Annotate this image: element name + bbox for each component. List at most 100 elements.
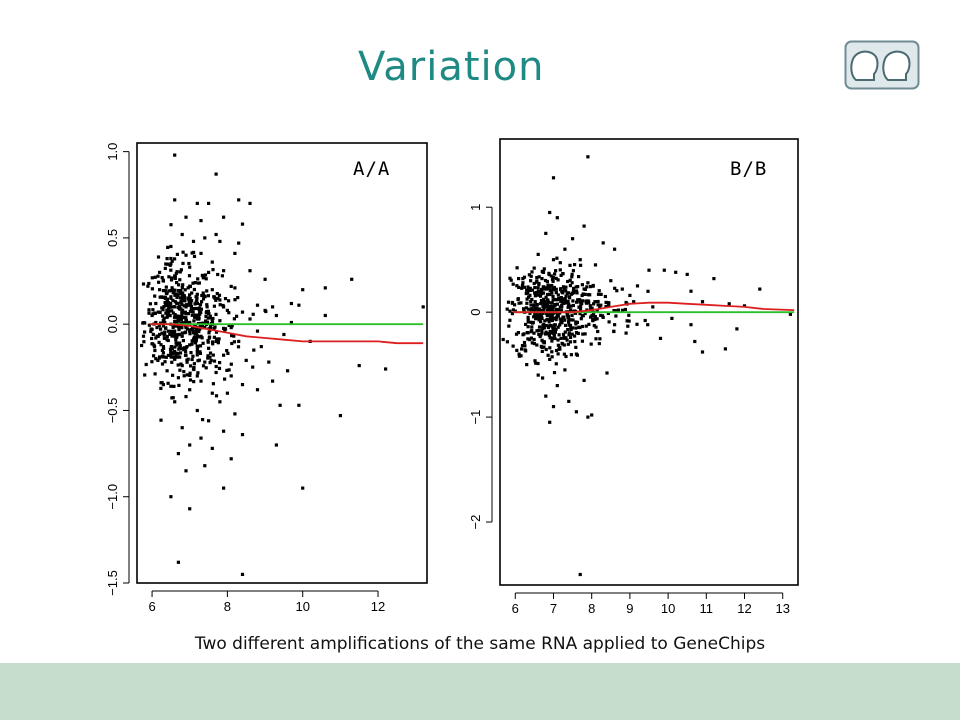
data-point xyxy=(201,341,205,345)
data-point xyxy=(556,307,560,312)
data-point xyxy=(558,261,562,265)
data-point xyxy=(646,289,650,293)
data-point xyxy=(173,345,177,349)
data-point xyxy=(529,336,533,340)
data-point xyxy=(165,262,170,266)
data-point xyxy=(574,285,578,289)
data-point xyxy=(519,301,523,305)
data-point xyxy=(208,316,212,320)
data-point xyxy=(301,288,305,292)
data-point xyxy=(596,303,600,307)
data-point xyxy=(230,334,234,338)
data-point xyxy=(593,317,597,322)
data-point xyxy=(596,292,601,296)
data-point xyxy=(154,336,158,340)
data-point xyxy=(544,295,548,299)
data-point xyxy=(567,296,572,300)
data-point xyxy=(582,378,586,382)
data-point xyxy=(613,323,617,327)
data-point xyxy=(229,326,233,330)
data-point xyxy=(604,300,608,304)
data-point xyxy=(197,358,201,362)
data-point xyxy=(620,287,624,291)
data-point xyxy=(203,273,208,277)
data-point xyxy=(187,329,192,333)
data-point xyxy=(525,297,529,301)
data-point xyxy=(520,344,525,348)
data-point xyxy=(165,334,169,338)
data-point xyxy=(230,324,234,328)
data-point xyxy=(581,299,585,303)
data-point xyxy=(532,281,536,286)
data-point xyxy=(169,223,173,227)
data-point xyxy=(178,344,182,348)
data-point xyxy=(532,337,536,342)
data-point xyxy=(558,317,562,321)
data-point xyxy=(184,469,188,473)
data-point xyxy=(569,318,573,322)
data-point xyxy=(174,341,178,345)
data-point xyxy=(527,295,531,299)
data-point xyxy=(586,415,590,419)
data-point xyxy=(583,332,587,336)
data-point xyxy=(591,283,595,288)
data-point xyxy=(194,331,199,335)
data-point xyxy=(566,342,570,346)
data-point xyxy=(541,287,545,291)
data-point xyxy=(227,311,231,315)
data-point xyxy=(554,362,558,366)
data-point xyxy=(544,330,548,334)
data-point xyxy=(255,303,260,307)
data-point xyxy=(521,281,525,285)
data-point xyxy=(543,319,547,323)
x-tick-label: 12 xyxy=(371,599,385,614)
data-point xyxy=(586,281,590,285)
data-point xyxy=(174,315,178,319)
data-point xyxy=(214,370,218,375)
data-point xyxy=(508,309,512,313)
data-point xyxy=(535,306,539,310)
data-point xyxy=(553,330,557,334)
data-point xyxy=(230,341,234,346)
data-point xyxy=(554,276,558,280)
data-point xyxy=(571,299,575,303)
data-point xyxy=(544,332,549,336)
data-point xyxy=(541,326,545,330)
data-point xyxy=(188,378,193,382)
data-point xyxy=(532,315,536,319)
data-point xyxy=(563,368,567,372)
data-point xyxy=(170,331,175,335)
data-point xyxy=(191,329,196,333)
data-point xyxy=(166,245,170,249)
data-point xyxy=(156,255,161,259)
data-point xyxy=(222,353,226,357)
data-point xyxy=(535,302,539,307)
data-point xyxy=(188,507,192,511)
data-point xyxy=(173,198,177,202)
data-point xyxy=(558,323,562,327)
data-point xyxy=(147,308,151,312)
data-point xyxy=(532,304,536,308)
data-point xyxy=(571,291,575,295)
data-point xyxy=(598,305,602,309)
data-point xyxy=(207,346,211,350)
data-point xyxy=(214,339,218,343)
data-point xyxy=(188,284,192,288)
data-point xyxy=(556,278,560,282)
data-point xyxy=(556,352,560,356)
data-point xyxy=(571,237,575,241)
data-point xyxy=(164,326,168,330)
data-point xyxy=(206,294,210,298)
data-point xyxy=(169,384,173,388)
data-point xyxy=(210,288,214,292)
data-point xyxy=(222,305,226,309)
data-point xyxy=(522,307,526,311)
data-point xyxy=(152,343,156,347)
data-point xyxy=(160,348,164,352)
data-point xyxy=(173,293,177,297)
data-point xyxy=(571,326,575,330)
data-point xyxy=(142,340,146,344)
data-point xyxy=(556,325,560,329)
data-point xyxy=(233,412,237,416)
data-point xyxy=(165,315,169,319)
